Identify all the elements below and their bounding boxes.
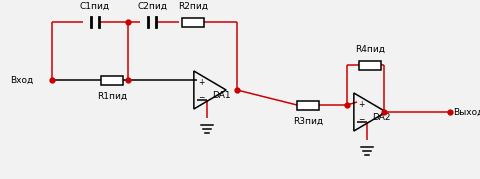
Text: −: −	[198, 93, 204, 102]
Bar	[359, 61, 381, 69]
Text: С1пид: С1пид	[80, 2, 110, 11]
Text: С2пид: С2пид	[137, 2, 167, 11]
Bar	[101, 76, 123, 84]
Text: +: +	[358, 100, 364, 109]
Text: R2пид: R2пид	[178, 2, 208, 11]
Text: R1пид: R1пид	[97, 92, 127, 101]
Bar	[182, 18, 204, 26]
Text: R4пид: R4пид	[355, 45, 385, 54]
Text: Вход: Вход	[10, 76, 33, 84]
Text: R3пид: R3пид	[293, 117, 323, 126]
Text: DA1: DA1	[212, 91, 230, 100]
Text: −: −	[358, 115, 364, 124]
Text: Выход: Выход	[453, 108, 480, 117]
Text: +: +	[198, 78, 204, 87]
Text: DA2: DA2	[372, 113, 391, 122]
Bar	[297, 100, 319, 110]
